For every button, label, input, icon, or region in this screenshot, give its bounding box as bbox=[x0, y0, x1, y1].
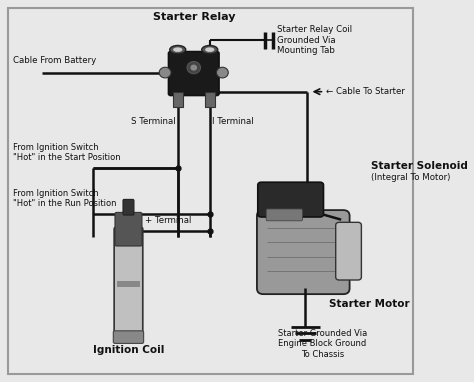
Text: From Ignition Switch
"Hot" in the Start Position: From Ignition Switch "Hot" in the Start … bbox=[13, 143, 120, 162]
FancyBboxPatch shape bbox=[266, 209, 302, 221]
Text: Starter Motor: Starter Motor bbox=[328, 299, 409, 309]
Text: Ignition Coil: Ignition Coil bbox=[93, 345, 164, 354]
FancyBboxPatch shape bbox=[113, 331, 144, 343]
FancyBboxPatch shape bbox=[336, 222, 361, 280]
Bar bbox=[117, 281, 140, 286]
Text: Starter Solenoid: Starter Solenoid bbox=[371, 161, 467, 171]
Ellipse shape bbox=[205, 47, 214, 52]
Circle shape bbox=[191, 65, 197, 71]
Ellipse shape bbox=[170, 45, 186, 54]
Ellipse shape bbox=[173, 47, 182, 52]
Text: (Integral To Motor): (Integral To Motor) bbox=[371, 173, 450, 182]
Text: S Terminal: S Terminal bbox=[131, 117, 176, 126]
Bar bbox=[205, 92, 215, 107]
Text: Starter Relay: Starter Relay bbox=[153, 12, 235, 22]
Ellipse shape bbox=[202, 45, 218, 54]
FancyBboxPatch shape bbox=[257, 210, 350, 294]
Text: From Ignition Switch
"Hot" in the Run Position: From Ignition Switch "Hot" in the Run Po… bbox=[13, 189, 116, 208]
FancyBboxPatch shape bbox=[114, 227, 143, 338]
Text: ← Cable To Starter: ← Cable To Starter bbox=[327, 87, 405, 96]
FancyBboxPatch shape bbox=[168, 52, 219, 96]
Text: + Terminal: + Terminal bbox=[146, 216, 191, 225]
FancyBboxPatch shape bbox=[123, 199, 134, 215]
Text: Starter Grounded Via
Engine Block Ground
To Chassis: Starter Grounded Via Engine Block Ground… bbox=[278, 329, 367, 359]
Circle shape bbox=[217, 67, 228, 78]
Text: Starter Relay Coil
Grounded Via
Mounting Tab: Starter Relay Coil Grounded Via Mounting… bbox=[277, 25, 352, 55]
Circle shape bbox=[187, 62, 201, 74]
FancyBboxPatch shape bbox=[258, 182, 323, 217]
FancyBboxPatch shape bbox=[115, 212, 142, 246]
Circle shape bbox=[159, 67, 171, 78]
Bar bbox=[173, 92, 183, 107]
Text: I Terminal: I Terminal bbox=[212, 117, 254, 126]
Text: Cable From Battery: Cable From Battery bbox=[13, 56, 96, 65]
